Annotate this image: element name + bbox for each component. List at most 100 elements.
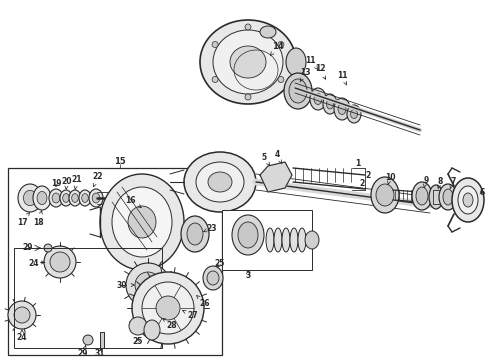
Ellipse shape	[245, 94, 251, 100]
Text: 17: 17	[17, 212, 30, 226]
Ellipse shape	[213, 30, 283, 94]
Ellipse shape	[458, 186, 478, 214]
Text: 23: 23	[204, 224, 217, 233]
Ellipse shape	[310, 88, 326, 110]
Text: 2: 2	[359, 179, 365, 188]
Text: 19: 19	[51, 179, 61, 188]
Ellipse shape	[412, 182, 432, 210]
Ellipse shape	[289, 79, 307, 103]
Ellipse shape	[132, 272, 204, 344]
Ellipse shape	[69, 190, 81, 206]
Ellipse shape	[92, 193, 100, 203]
Text: 29: 29	[23, 243, 33, 252]
Ellipse shape	[298, 228, 306, 252]
Text: 24: 24	[17, 330, 27, 342]
Text: 29: 29	[78, 346, 88, 357]
Ellipse shape	[452, 178, 484, 222]
Text: 4: 4	[274, 149, 282, 164]
Text: 20: 20	[62, 176, 72, 189]
Bar	[14, 248, 162, 348]
Ellipse shape	[207, 271, 219, 285]
Ellipse shape	[14, 307, 30, 323]
Ellipse shape	[439, 184, 457, 210]
Text: 13: 13	[300, 68, 310, 82]
Polygon shape	[260, 162, 292, 192]
Ellipse shape	[135, 272, 161, 298]
Ellipse shape	[274, 228, 282, 252]
Ellipse shape	[200, 20, 296, 104]
Text: 24: 24	[29, 258, 45, 267]
Ellipse shape	[314, 94, 322, 104]
Ellipse shape	[203, 266, 223, 290]
Ellipse shape	[323, 94, 337, 114]
Ellipse shape	[212, 77, 218, 82]
Ellipse shape	[49, 189, 63, 207]
Ellipse shape	[126, 263, 170, 307]
Ellipse shape	[196, 162, 244, 202]
Ellipse shape	[238, 222, 258, 248]
Text: 10: 10	[385, 172, 395, 184]
Text: 11: 11	[305, 55, 318, 69]
Ellipse shape	[112, 187, 172, 257]
Ellipse shape	[44, 246, 76, 278]
Ellipse shape	[89, 189, 103, 207]
Ellipse shape	[266, 228, 274, 252]
Ellipse shape	[83, 335, 93, 345]
Bar	[222, 210, 312, 270]
Text: 25: 25	[215, 260, 225, 269]
Ellipse shape	[50, 252, 70, 272]
Bar	[100, 332, 104, 348]
Text: 6: 6	[479, 188, 485, 197]
Ellipse shape	[290, 228, 298, 252]
Text: 27: 27	[182, 310, 198, 320]
Ellipse shape	[44, 244, 52, 252]
Ellipse shape	[129, 317, 147, 335]
Bar	[8, 168, 222, 355]
Text: 26: 26	[196, 296, 210, 307]
Text: 22: 22	[93, 171, 103, 187]
Text: 30: 30	[117, 280, 134, 289]
Ellipse shape	[142, 282, 194, 334]
Text: 14: 14	[270, 41, 284, 55]
Ellipse shape	[260, 26, 276, 38]
Ellipse shape	[463, 193, 473, 207]
Ellipse shape	[443, 189, 453, 205]
Text: 2: 2	[366, 171, 370, 180]
Text: 21: 21	[72, 175, 82, 189]
Text: 3: 3	[245, 270, 250, 279]
Ellipse shape	[230, 46, 266, 78]
Ellipse shape	[278, 77, 284, 82]
Ellipse shape	[24, 190, 37, 206]
Ellipse shape	[326, 99, 334, 109]
Ellipse shape	[184, 152, 256, 212]
Ellipse shape	[82, 194, 88, 202]
Ellipse shape	[79, 190, 91, 206]
Ellipse shape	[282, 228, 290, 252]
Ellipse shape	[416, 187, 428, 205]
Ellipse shape	[334, 98, 350, 120]
Ellipse shape	[376, 184, 394, 206]
Bar	[433, 190, 440, 204]
Ellipse shape	[181, 216, 209, 252]
Ellipse shape	[100, 174, 184, 270]
Ellipse shape	[37, 192, 47, 204]
Ellipse shape	[33, 186, 51, 210]
Ellipse shape	[338, 104, 346, 114]
Text: 25: 25	[133, 337, 143, 346]
Ellipse shape	[187, 223, 203, 245]
Ellipse shape	[278, 41, 284, 48]
Ellipse shape	[232, 215, 264, 255]
Ellipse shape	[144, 320, 160, 340]
Text: 15: 15	[114, 157, 126, 166]
Ellipse shape	[245, 24, 251, 30]
Ellipse shape	[8, 301, 36, 329]
Ellipse shape	[128, 206, 156, 238]
Ellipse shape	[72, 194, 78, 202]
Ellipse shape	[156, 296, 180, 320]
Ellipse shape	[52, 193, 60, 203]
Text: 11: 11	[337, 71, 347, 85]
Text: 9: 9	[423, 176, 429, 188]
Ellipse shape	[284, 73, 312, 109]
Text: 7: 7	[450, 176, 456, 188]
Text: 28: 28	[163, 319, 177, 329]
